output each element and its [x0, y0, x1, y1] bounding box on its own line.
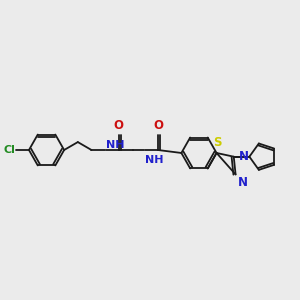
- Text: N: N: [238, 150, 248, 163]
- Text: O: O: [153, 119, 163, 132]
- Text: O: O: [114, 119, 124, 132]
- Text: N: N: [238, 176, 248, 189]
- Text: NH: NH: [106, 140, 124, 150]
- Text: Cl: Cl: [3, 145, 15, 155]
- Text: NH: NH: [145, 155, 164, 165]
- Text: S: S: [213, 136, 222, 149]
